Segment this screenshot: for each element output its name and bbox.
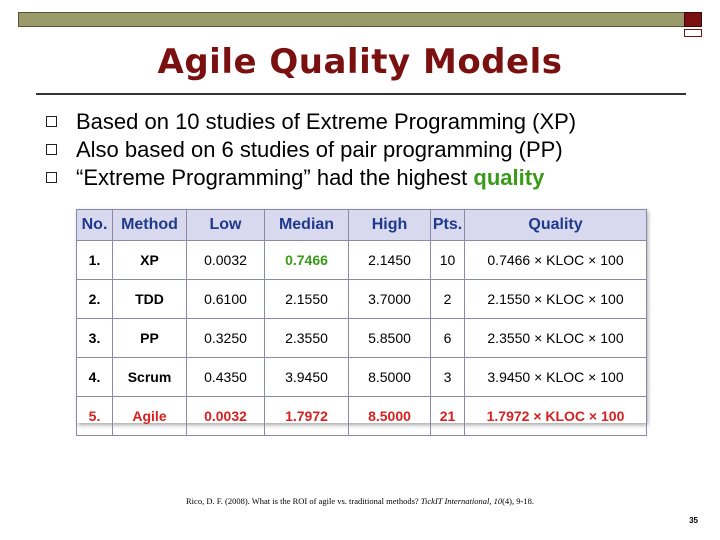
cell-median: 1.7972 bbox=[264, 396, 349, 436]
page-number: 35 bbox=[689, 516, 698, 525]
cell-median: 3.9450 bbox=[264, 357, 349, 397]
square-bullet-icon bbox=[46, 116, 57, 127]
cell-quality: 3.9450 × KLOC × 100 bbox=[464, 357, 647, 397]
corner-accent-box bbox=[684, 29, 702, 37]
header-pts: Pts. bbox=[430, 209, 465, 241]
cell-high: 2.1450 bbox=[348, 240, 431, 280]
cell-low: 0.0032 bbox=[186, 240, 265, 280]
cell-no: 5. bbox=[76, 396, 113, 436]
citation-volume: 10 bbox=[493, 496, 503, 506]
bullet-text: Based on 10 studies of Extreme Programmi… bbox=[76, 109, 577, 134]
cell-quality: 2.3550 × KLOC × 100 bbox=[464, 318, 647, 358]
cell-quality: 1.7972 × KLOC × 100 bbox=[464, 396, 647, 436]
quality-table: No. Method Low Median High Pts. Quality … bbox=[76, 209, 647, 436]
header-high: High bbox=[348, 209, 431, 241]
header-no: No. bbox=[76, 209, 113, 241]
cell-method: PP bbox=[112, 318, 187, 358]
cell-no: 4. bbox=[76, 357, 113, 397]
cell-low: 0.0032 bbox=[186, 396, 265, 436]
cell-no: 2. bbox=[76, 279, 113, 319]
bullet-text: “Extreme Programming” had the highest bbox=[76, 165, 474, 190]
slide-title: Agile Quality Models bbox=[157, 42, 563, 82]
citation-journal: TickIT International bbox=[420, 496, 490, 506]
cell-high: 5.8500 bbox=[348, 318, 431, 358]
cell-pts: 6 bbox=[430, 318, 465, 358]
cell-high: 8.5000 bbox=[348, 396, 431, 436]
cell-low: 0.3250 bbox=[186, 318, 265, 358]
quality-table-container: No. Method Low Median High Pts. Quality … bbox=[76, 209, 647, 436]
cell-pts: 21 bbox=[430, 396, 465, 436]
header-median: Median bbox=[264, 209, 349, 241]
table-row: 3. PP 0.3250 2.3550 5.8500 6 2.3550 × KL… bbox=[76, 318, 647, 358]
square-bullet-icon bbox=[46, 172, 57, 183]
cell-no: 3. bbox=[76, 318, 113, 358]
cell-median: 2.3550 bbox=[264, 318, 349, 358]
bullet-item: Also based on 6 studies of pair programm… bbox=[40, 136, 700, 164]
cell-high: 3.7000 bbox=[348, 279, 431, 319]
bullet-item: “Extreme Programming” had the highest qu… bbox=[40, 164, 700, 192]
header-band-accent bbox=[684, 12, 702, 27]
table-header-row: No. Method Low Median High Pts. Quality bbox=[76, 209, 647, 241]
header-band bbox=[18, 12, 702, 27]
cell-method: XP bbox=[112, 240, 187, 280]
cell-median: 2.1550 bbox=[264, 279, 349, 319]
bullet-highlight: quality bbox=[473, 165, 545, 190]
bullet-text: Also based on 6 studies of pair programm… bbox=[76, 137, 563, 162]
header-method: Method bbox=[112, 209, 187, 241]
cell-low: 0.4350 bbox=[186, 357, 265, 397]
title-divider bbox=[36, 93, 686, 95]
cell-method: Scrum bbox=[112, 357, 187, 397]
table-row: 2. TDD 0.6100 2.1550 3.7000 2 2.1550 × K… bbox=[76, 279, 647, 319]
cell-median: 0.7466 bbox=[264, 240, 349, 280]
square-bullet-icon bbox=[46, 144, 57, 155]
citation-suffix: (4), 9-18. bbox=[502, 496, 534, 506]
table-row: 4. Scrum 0.4350 3.9450 8.5000 3 3.9450 ×… bbox=[76, 357, 647, 397]
cell-quality: 0.7466 × KLOC × 100 bbox=[464, 240, 647, 280]
cell-pts: 2 bbox=[430, 279, 465, 319]
cell-quality: 2.1550 × KLOC × 100 bbox=[464, 279, 647, 319]
table-row-summary: 5. Agile 0.0032 1.7972 8.5000 21 1.7972 … bbox=[76, 396, 647, 436]
table-row: 1. XP 0.0032 0.7466 2.1450 10 0.7466 × K… bbox=[76, 240, 647, 280]
bullet-item: Based on 10 studies of Extreme Programmi… bbox=[40, 108, 700, 136]
citation: Rico, D. F. (2008). What is the ROI of a… bbox=[186, 496, 534, 506]
cell-pts: 10 bbox=[430, 240, 465, 280]
cell-high: 8.5000 bbox=[348, 357, 431, 397]
cell-method: TDD bbox=[112, 279, 187, 319]
cell-no: 1. bbox=[76, 240, 113, 280]
cell-pts: 3 bbox=[430, 357, 465, 397]
header-quality: Quality bbox=[464, 209, 647, 241]
header-low: Low bbox=[186, 209, 265, 241]
cell-low: 0.6100 bbox=[186, 279, 265, 319]
bullet-list: Based on 10 studies of Extreme Programmi… bbox=[40, 108, 700, 192]
citation-prefix: Rico, D. F. (2008). What is the ROI of a… bbox=[186, 496, 421, 506]
cell-method: Agile bbox=[112, 396, 187, 436]
